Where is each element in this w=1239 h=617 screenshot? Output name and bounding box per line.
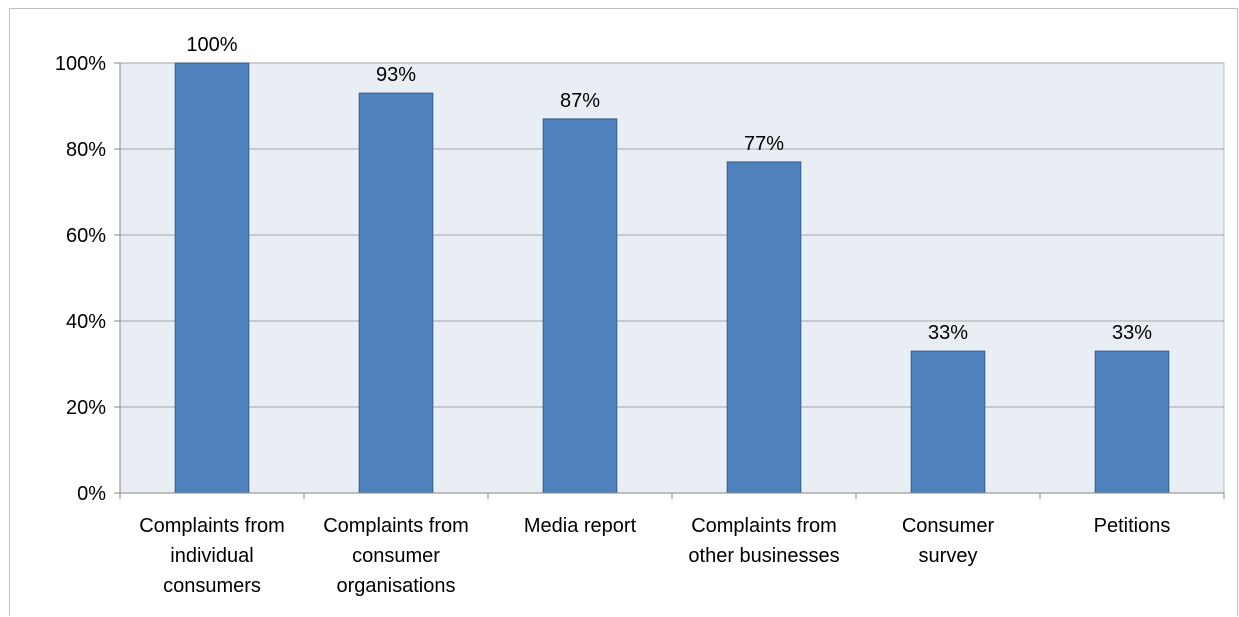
y-tick-label: 40%: [66, 311, 106, 333]
y-tick-label: 60%: [66, 225, 106, 247]
plot-area: [119, 62, 1225, 494]
category-label: Complaints from: [139, 515, 285, 537]
category-label: Complaints from: [691, 515, 837, 537]
data-label: 77%: [744, 133, 784, 155]
category-label: Petitions: [1094, 515, 1171, 537]
category-label: other businesses: [688, 545, 839, 567]
category-label: Complaints from: [323, 515, 469, 537]
bar: [910, 350, 986, 494]
axes: [114, 62, 1225, 499]
data-label: 33%: [1112, 322, 1152, 344]
bar: [542, 118, 618, 494]
category-label: organisations: [337, 575, 456, 597]
category-label: individual: [170, 545, 253, 567]
chart-frame: [9, 8, 1238, 616]
gridlines: [120, 62, 1224, 408]
bar: [174, 62, 250, 494]
y-tick-label: 100%: [55, 53, 106, 75]
bar: [726, 161, 802, 494]
y-tick-label: 0%: [77, 483, 106, 505]
data-label: 33%: [928, 322, 968, 344]
labels: 0% 20% 40% 60% 80% 100% 100% Complaints from ind…: [55, 34, 1171, 597]
bar: [1094, 350, 1170, 494]
y-tick-label: 80%: [66, 139, 106, 161]
category-label: Consumer: [902, 515, 995, 537]
bar: [358, 92, 434, 494]
bars: [174, 62, 1170, 494]
category-label: consumer: [352, 545, 440, 567]
category-label: Media report: [524, 515, 637, 537]
data-label: 87%: [560, 90, 600, 112]
data-label: 93%: [376, 64, 416, 86]
category-label: consumers: [163, 575, 261, 597]
y-tick-label: 20%: [66, 397, 106, 419]
data-label: 100%: [186, 34, 237, 56]
category-label: survey: [919, 545, 978, 567]
